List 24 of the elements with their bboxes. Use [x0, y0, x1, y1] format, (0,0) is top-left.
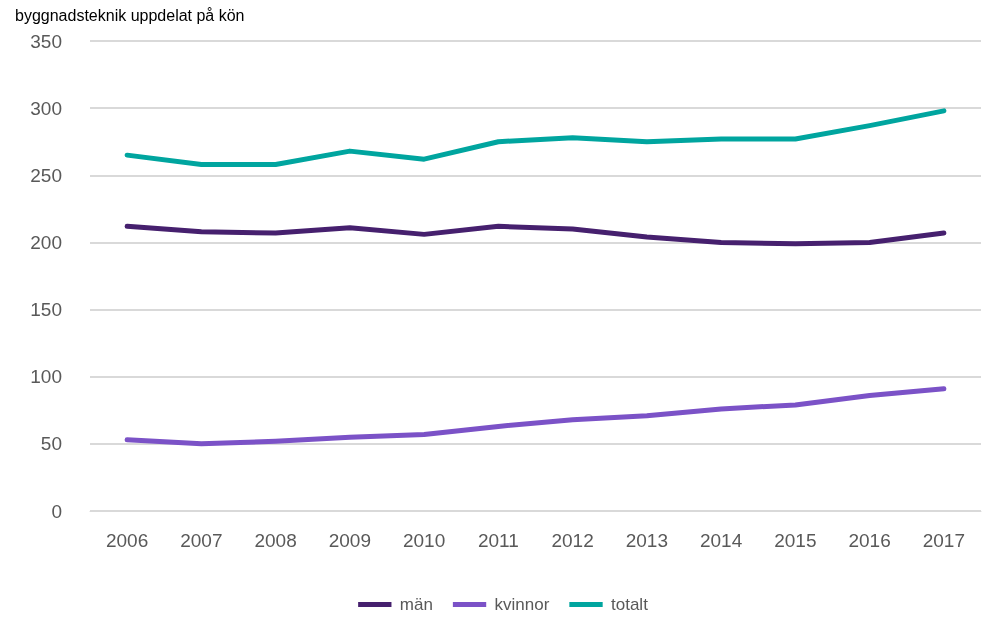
legend-label: totalt	[611, 595, 649, 614]
y-tick-label: 150	[30, 299, 62, 321]
x-tick-label: 2015	[774, 530, 817, 551]
x-tick-label: 2010	[402, 530, 446, 551]
x-tick-label: 2017	[922, 530, 966, 551]
x-tick-label: 2008	[254, 530, 297, 551]
y-tick-label: 100	[30, 366, 62, 388]
chart-title: byggnadsteknik uppdelat på kön	[15, 6, 245, 24]
x-tick-label: 2007	[180, 530, 223, 551]
x-tick-label: 2012	[551, 530, 594, 551]
y-tick-label: 250	[30, 164, 62, 186]
x-tick-label: 2016	[848, 530, 891, 551]
y-tick-label: 300	[30, 97, 62, 119]
y-tick-label: 50	[40, 433, 62, 455]
y-tick-label: 0	[51, 500, 62, 522]
legend-label: män	[399, 595, 433, 614]
y-tick-label: 350	[30, 30, 62, 52]
x-tick-label: 2006	[105, 530, 149, 551]
x-tick-label: 2014	[699, 530, 743, 551]
x-tick-label: 2013	[625, 530, 669, 551]
x-tick-label: 2011	[477, 530, 519, 551]
y-tick-label: 200	[30, 231, 62, 253]
legend-label: kvinnor	[494, 595, 550, 614]
x-tick-label: 2009	[328, 530, 372, 551]
